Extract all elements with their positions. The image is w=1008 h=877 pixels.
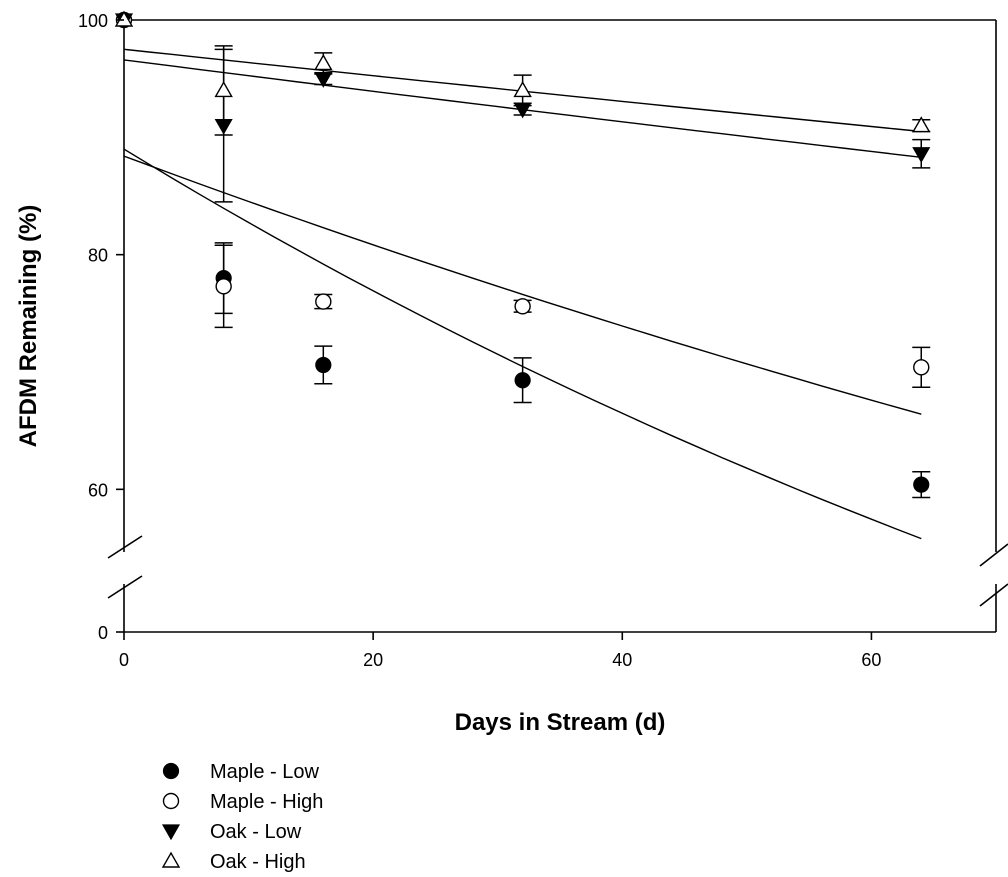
plot-frame (107, 19, 1008, 633)
y-tick-label: 80 (88, 246, 108, 266)
y-axis-break-mark (107, 575, 143, 599)
x-tick-label: 60 (861, 650, 881, 670)
data-point (913, 476, 930, 493)
x-tick-label: 40 (612, 650, 632, 670)
data-point (314, 54, 333, 71)
data-point (114, 10, 134, 27)
x-axis-title: Days in Stream (d) (455, 709, 666, 736)
legend-marker (162, 762, 180, 780)
legend-label: Oak - Low (210, 821, 302, 843)
data-point (913, 359, 930, 376)
fit-line (123, 155, 922, 415)
legend-marker (161, 824, 181, 841)
data-point (912, 116, 931, 133)
data-point (513, 80, 532, 98)
error-bars (214, 45, 931, 499)
right-axis-break-mark (979, 583, 1008, 607)
legend-marker (161, 851, 181, 868)
y-tick-label: 60 (88, 480, 108, 500)
x-tick-label: 0 (119, 650, 129, 670)
data-point (215, 278, 232, 295)
y-tick-label: 100 (78, 11, 108, 31)
fit-lines (123, 48, 922, 540)
data-point (513, 102, 532, 119)
data-point (514, 298, 531, 315)
data-markers (114, 10, 931, 493)
legend-label: Maple - Low (210, 761, 319, 783)
data-point (214, 118, 233, 135)
legend-marker (162, 792, 180, 810)
legend-label: Oak - High (210, 851, 306, 873)
y-tick-label: 0 (98, 623, 108, 643)
fit-line (123, 148, 922, 540)
data-point (912, 147, 931, 163)
y-axis-title: AFDM Remaining (%) (15, 205, 42, 448)
legend-label: Maple - High (210, 791, 323, 813)
data-point (314, 72, 333, 88)
data-point (514, 372, 531, 389)
legend: Maple - Low Maple - High Oak - Low Oak - Hi… (161, 761, 323, 873)
data-point (214, 80, 233, 98)
right-axis-break-mark (979, 543, 1008, 567)
data-point (315, 293, 332, 310)
x-tick-label: 20 (363, 650, 383, 670)
data-point (315, 356, 332, 374)
axis-ticks: 0 20 40 60 0 60 80 100 (78, 11, 881, 670)
y-axis-break-mark (107, 535, 143, 559)
